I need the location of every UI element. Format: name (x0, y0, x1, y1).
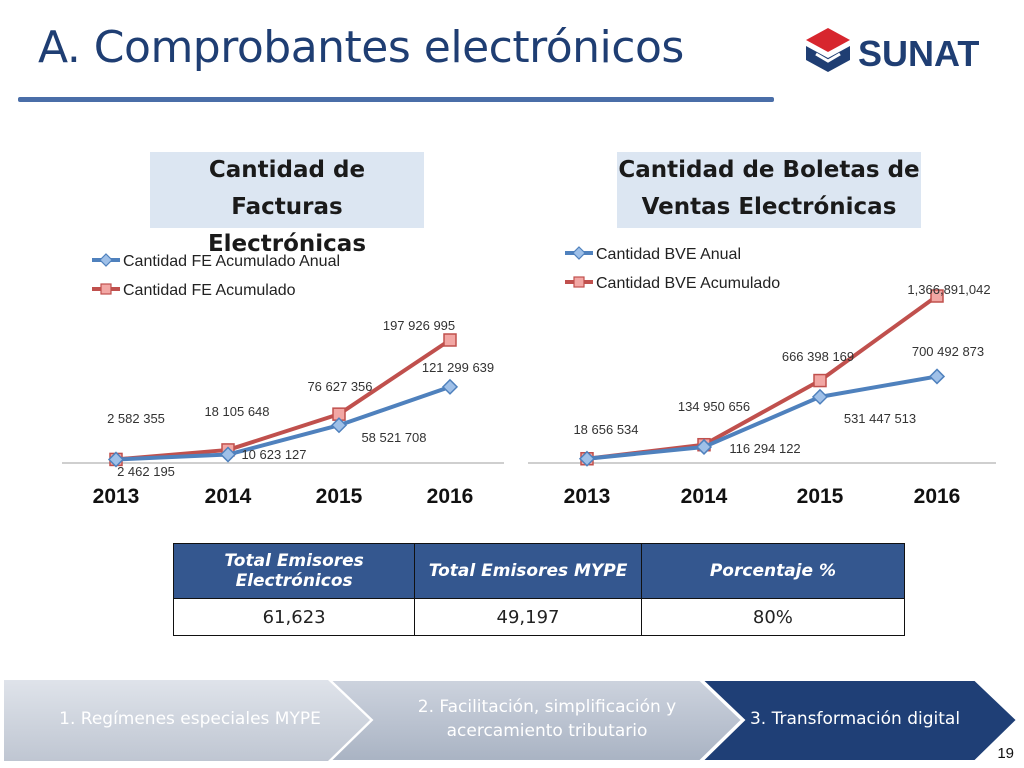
chart-2-point-s1-2015 (811, 388, 829, 405)
step-1-chevron (4, 680, 370, 761)
table-header-mype-emitters: Total Emisores MYPE (414, 543, 642, 599)
chart-1-data-label-s2-2014: 18 105 648 (204, 404, 269, 419)
chart-1-series-line-2 (115, 338, 452, 462)
chart-2-data-label-s2-2013: 18 656 534 (573, 422, 638, 437)
chart-2-point-s1-2013 (578, 450, 596, 467)
chart-1-data-label-s2-2016: 197 926 995 (383, 318, 455, 333)
chart-1-tick-label-2014: 2014 (205, 485, 252, 508)
chart-2-data-label-s1-2015: 531 447 513 (844, 411, 916, 426)
chart-1-title-line-2: Electrónicas (207, 231, 367, 257)
table-row: 61,623 49,197 80% (172, 598, 906, 636)
chart-1-point-s1-2015 (330, 417, 348, 434)
chart-1-tick-label-2013: 2013 (93, 485, 140, 508)
chart-1-legend-label-2: Cantidad FE Acumulado (123, 282, 296, 299)
chart-2-title-line-1: Cantidad de Boletas de (618, 157, 920, 183)
chart-1-point-s1-2013 (107, 451, 125, 468)
emitters-table: Total Emisores Electrónicos Total Emisor… (172, 543, 906, 636)
chart-1-point-s2-2016 (443, 333, 457, 347)
chart-2-legend-marker-1 (572, 246, 586, 260)
step-2-label[interactable]: 2. Facilitación, simplificación y acerca… (417, 697, 677, 741)
chart-1-point-s2-2013 (109, 452, 123, 467)
chart-2-data-label-s2-2014: 134 950 656 (678, 399, 750, 414)
chart-2-legend-marker-2 (573, 276, 585, 288)
chart-1-title-line-1: Cantidad de Facturas (208, 157, 366, 220)
chart-2-data-label-s1-2016: 700 492 873 (912, 344, 984, 359)
table-cell-total-emitters: 61,623 (172, 598, 416, 636)
chart-2-tick-label-2015: 2015 (797, 485, 844, 508)
chart-1-series-line-1 (115, 384, 451, 462)
table-header-total-emitters: Total Emisores Electrónicos (172, 543, 416, 599)
chart-2-data-label-s2-2016: 1,366,891,042 (907, 282, 990, 297)
chart-2-tick-label-2014: 2014 (681, 485, 728, 508)
chart-2-series-line-1 (586, 374, 938, 461)
chart-2-legend-label-1: Cantidad BVE Anual (596, 246, 741, 263)
chart-1-data-label-s1-2015: 58 521 708 (361, 430, 426, 445)
step-1-label[interactable]: 1. Regímenes especiales MYPE (59, 709, 321, 729)
chart-2-tick-label-2016: 2016 (914, 485, 961, 508)
chart-1-tick-label-2016: 2016 (427, 485, 474, 508)
page-number: 19 (997, 745, 1014, 762)
chart-1-point-s1-2014 (219, 446, 237, 463)
page-title: A. Comprobantes electrónicos (38, 22, 684, 73)
chart-1-data-label-s1-2014: 10 623 127 (241, 447, 306, 462)
chart-1-data-label-s1-2013: 2 462 195 (117, 464, 175, 479)
chart-1-legend-marker-2 (100, 283, 112, 295)
chart-2-point-s2-2016 (930, 289, 944, 303)
chart-2-tick-label-2013: 2013 (564, 485, 611, 508)
chart-2-title-line-2: Ventas Electrónicas (641, 194, 897, 220)
chart-2-title: Cantidad de Boletas de Ventas Electrónic… (617, 152, 921, 228)
table-cell-percentage: 80% (640, 598, 906, 636)
chart-2-series-line-2 (586, 294, 939, 461)
logo-text: SUNAT (858, 33, 979, 74)
chart-1-data-label-s2-2015: 76 627 356 (307, 379, 372, 394)
chart-2-point-s1-2016 (928, 368, 946, 385)
chart-2-point-s1-2014 (695, 438, 713, 456)
chart-2-data-label-s1-2014: 116 294 122 (729, 441, 800, 456)
table-cell-mype-emitters: 49,197 (414, 598, 642, 636)
chart-2-point-s2-2014 (697, 437, 711, 452)
chart-1-point-s2-2014 (221, 443, 235, 457)
sunat-logo: SUNAT (806, 28, 979, 74)
table-header-row: Total Emisores Electrónicos Total Emisor… (172, 543, 906, 599)
chart-1-tick-label-2015: 2015 (316, 485, 363, 508)
chart-2-point-s2-2015 (813, 373, 827, 388)
chart-1-legend-marker-1 (99, 253, 113, 267)
step-2-chevron (327, 679, 744, 762)
chart-1-point-s1-2016 (441, 378, 459, 395)
chart-1-data-label-s2-2013: 2 582 355 (107, 411, 165, 426)
chart-1-data-label-s1-2016: 121 299 639 (422, 360, 494, 375)
table-header-percentage: Porcentaje % (640, 543, 906, 599)
chart-2-legend-label-2: Cantidad BVE Acumulado (596, 275, 780, 292)
chart-2-point-s2-2013 (580, 451, 594, 466)
step-3-chevron (699, 679, 1019, 762)
chart-1-title: Cantidad de Facturas Electrónicas (150, 152, 424, 257)
process-steps-bar (4, 679, 1019, 762)
chart-2-data-label-s2-2015: 666 398 169 (782, 349, 854, 364)
step-3-label[interactable]: 3. Transformación digital (749, 709, 961, 729)
title-underline (18, 97, 774, 102)
chart-1-point-s2-2015 (332, 407, 346, 421)
